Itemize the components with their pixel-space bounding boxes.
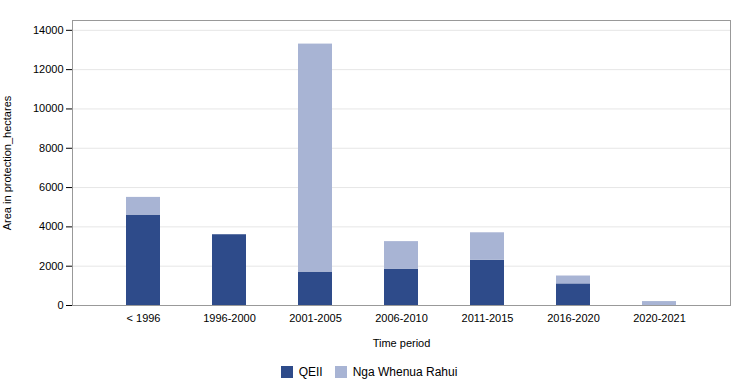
svg-text:1996-2000: 1996-2000: [203, 312, 256, 324]
svg-text:2011-2015: 2011-2015: [462, 312, 514, 324]
html-text:Nga Whenua Rahui: Nga Whenua Rahui: [352, 364, 458, 379]
svg-text:Time period: Time period: [373, 337, 431, 349]
svg-text:10000: 10000: [33, 102, 64, 114]
svg-text:14000: 14000: [33, 24, 64, 36]
svg-text:Area in protection_hectares: Area in protection_hectares: [1, 95, 13, 230]
svg-text:0: 0: [57, 299, 63, 311]
svg-text:2020-2021: 2020-2021: [633, 312, 686, 324]
svg-text:2000: 2000: [39, 260, 63, 272]
svg-text:8000: 8000: [39, 142, 63, 154]
svg-text:2001-2005: 2001-2005: [289, 312, 342, 324]
html-text:QEII: QEII: [298, 364, 323, 379]
svg-text:2016-2020: 2016-2020: [547, 312, 600, 324]
svg-text:4000: 4000: [39, 220, 63, 232]
svg-text:12000: 12000: [33, 63, 64, 75]
svg-text:< 1996: < 1996: [127, 312, 161, 324]
svg-text:2006-2010: 2006-2010: [375, 312, 428, 324]
svg-text:6000: 6000: [39, 181, 63, 193]
